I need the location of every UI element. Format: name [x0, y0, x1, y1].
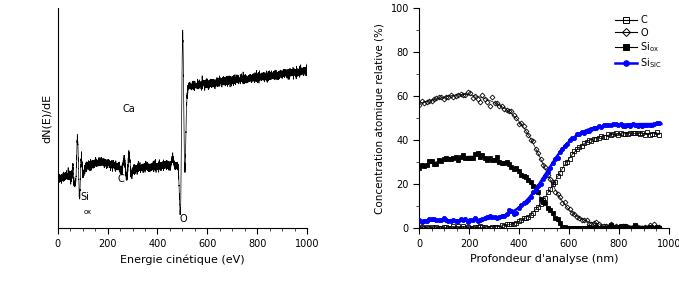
X-axis label: Profondeur d'analyse (nm): Profondeur d'analyse (nm): [470, 254, 619, 265]
X-axis label: Energie cinétique (eV): Energie cinétique (eV): [120, 254, 244, 265]
Text: C: C: [118, 175, 125, 184]
Text: Si: Si: [81, 192, 90, 202]
Text: Ca: Ca: [122, 104, 135, 114]
Text: ox: ox: [84, 209, 92, 215]
Y-axis label: Concentration atomique relative (%): Concentration atomique relative (%): [375, 23, 385, 214]
Text: O: O: [180, 214, 187, 224]
Y-axis label: dN(E)/dE: dN(E)/dE: [42, 94, 52, 143]
Legend: C, O, Si$_\mathregular{ox}$, Si$_\mathregular{SiC}$: C, O, Si$_\mathregular{ox}$, Si$_\mathre…: [611, 11, 666, 74]
